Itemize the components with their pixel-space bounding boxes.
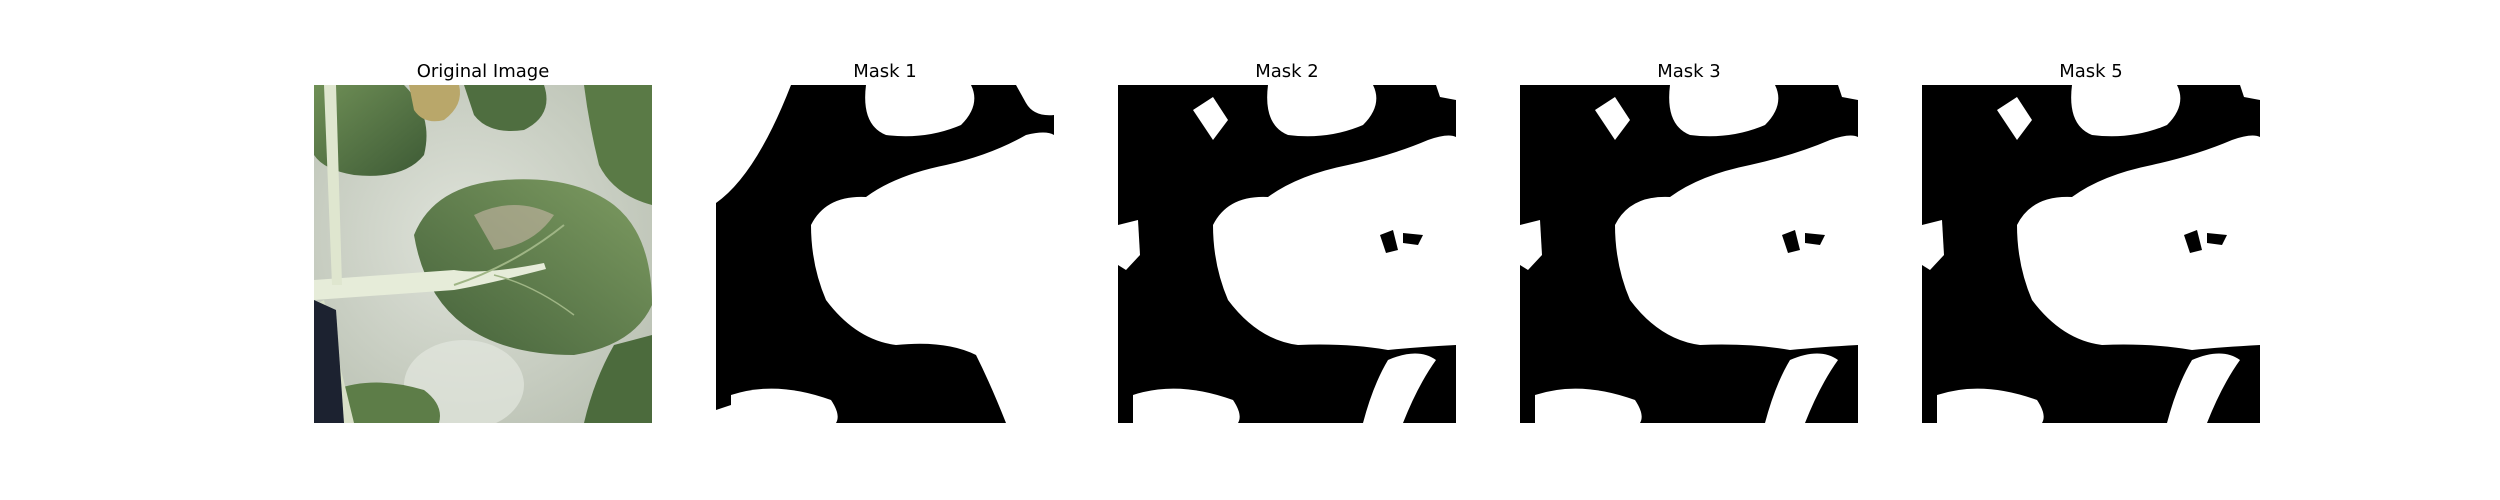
panel-mask-2: Mask 2 xyxy=(1118,60,1456,423)
panel-title: Mask 5 xyxy=(2059,61,2123,82)
panel-title: Mask 2 xyxy=(1255,61,1319,82)
panel-original-image: Original Image xyxy=(314,60,652,423)
panel-title: Original Image xyxy=(416,61,550,82)
panel-mask-3: Mask 3 xyxy=(1520,60,1858,423)
mask-image-5 xyxy=(1922,85,2260,423)
panel-title: Mask 3 xyxy=(1657,61,1721,82)
mask-image-2 xyxy=(1118,85,1456,423)
panel-title: Mask 1 xyxy=(853,61,917,82)
mask-image-1 xyxy=(716,85,1054,423)
mask-image-3 xyxy=(1520,85,1858,423)
panel-mask-1: Mask 1 xyxy=(716,60,1054,423)
panel-mask-5: Mask 5 xyxy=(1922,60,2260,423)
original-photo xyxy=(314,85,652,423)
